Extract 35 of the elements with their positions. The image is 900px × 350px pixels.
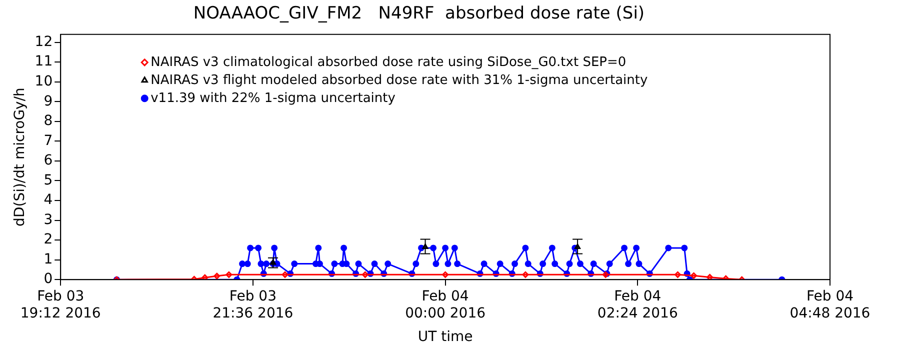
x-tick-label: Feb 04 02:24 2016 xyxy=(597,288,678,322)
point xyxy=(690,272,698,279)
y-tick-label: 6 xyxy=(44,152,53,169)
y-tick-label: 7 xyxy=(44,132,53,149)
x-tick-label: Feb 03 21:36 2016 xyxy=(212,288,294,322)
y-tick-label: 4 xyxy=(44,192,53,208)
y-tick-label: 10 xyxy=(34,74,53,90)
point xyxy=(282,271,288,278)
x-axis-title: UT time xyxy=(418,329,473,346)
point xyxy=(226,271,232,278)
point xyxy=(522,271,529,278)
y-tick-label: 12 xyxy=(34,34,53,50)
point xyxy=(362,271,368,278)
y-tick-label: 11 xyxy=(34,54,53,70)
y-axis-title: dD(Si)/dt microGy/h xyxy=(12,88,28,226)
x-tick-label: Feb 03 19:12 2016 xyxy=(20,288,101,322)
x-tick-label: Feb 04 04:48 2016 xyxy=(790,288,870,322)
y-tick-label: 2 xyxy=(44,232,53,248)
y-tick-label: 3 xyxy=(44,212,53,228)
legend-label: NAIRAS v3 climatological absorbed dose rate using SiDose_G0.txt SEP=0 xyxy=(150,54,626,70)
x-tick-label: Feb 04 00:00 2016 xyxy=(405,288,486,322)
point xyxy=(722,275,730,280)
point xyxy=(214,272,220,280)
y-tick-label: 9 xyxy=(44,93,53,110)
y-tick-label: 1 xyxy=(44,251,53,268)
point xyxy=(442,271,449,278)
y-tick-label: 5 xyxy=(44,172,53,188)
y-tick-label: 8 xyxy=(44,113,53,130)
legend-label: NAIRAS v3 flight modeled absorbed dose rate with 31% 1-sigma uncertainty xyxy=(150,72,648,88)
point xyxy=(674,271,681,278)
point xyxy=(706,274,714,280)
y-tick-label: 0 xyxy=(44,271,53,288)
chart-title: NOAAAOC_GIV_FM2 N49RF absorbed dose rate (Si) xyxy=(193,4,645,24)
point xyxy=(202,274,208,280)
legend-label: v11.39 with 22% 1-sigma uncertainty xyxy=(150,90,396,106)
